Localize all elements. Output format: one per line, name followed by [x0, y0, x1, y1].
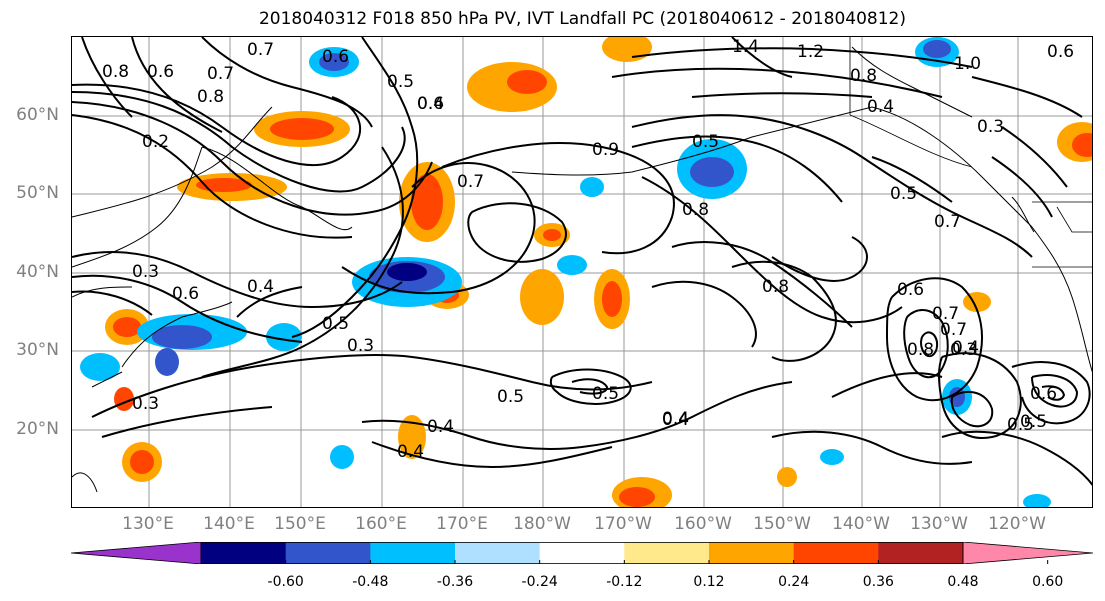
contour-label: 0.6 — [417, 94, 444, 114]
contour-label: 0.8 — [762, 277, 789, 297]
contour-label: 0.7 — [457, 172, 484, 192]
map-canvas: 0.7 0.6 0.8 0.5 0.6 0.7 0.2 0.8 0.4 1.4 … — [72, 37, 1092, 507]
contour-label: 0.5 — [890, 184, 917, 204]
contour-label: 0.4 — [247, 277, 274, 297]
contour-label: 0.3 — [347, 336, 374, 356]
lon-label-170w: 170°W — [594, 514, 652, 534]
contour-label: 0.3 — [950, 340, 977, 360]
contour-label: 0.3 — [132, 262, 159, 282]
contour-label: 0.3 — [132, 394, 159, 414]
colorbar-tick-label: -0.12 — [606, 574, 643, 590]
colorbar-tick-label: -0.48 — [352, 574, 389, 590]
contour-label: 1.0 — [954, 54, 981, 74]
map-panel: 0.7 0.6 0.8 0.5 0.6 0.7 0.2 0.8 0.4 1.4 … — [71, 36, 1093, 508]
contour-label: 0.6 — [1047, 42, 1074, 62]
lat-label-20n: 20°N — [16, 419, 59, 439]
colorbar-segment — [709, 542, 795, 564]
contour-label: 0.2 — [142, 132, 169, 152]
colorbar-tick-label: -0.36 — [436, 574, 474, 590]
lon-label-160w: 160°W — [674, 514, 732, 534]
contour-label: 0.7 — [932, 304, 959, 324]
lon-label-120w: 120°W — [988, 514, 1046, 534]
coastlines — [72, 46, 1092, 493]
contour-label: 0.4 — [397, 442, 424, 462]
contour-label: 0.8 — [102, 62, 129, 82]
contour-labels: 0.7 0.6 0.8 0.5 0.6 0.7 0.2 0.8 0.4 1.4 … — [102, 37, 1074, 462]
lat-label-50n: 50°N — [16, 183, 59, 203]
contour-label: 0.8 — [197, 87, 224, 107]
colorbar-tick-label: 0.60 — [1032, 574, 1064, 590]
lon-label-150e: 150°E — [274, 514, 326, 534]
contour-label: 0.5 — [592, 384, 619, 404]
lat-label-40n: 40°N — [16, 262, 59, 282]
colorbar-extend-low — [71, 542, 202, 564]
contour-label: 0.6 — [172, 284, 199, 304]
lon-label-170e: 170°E — [436, 514, 488, 534]
contour-label: 0.5 — [497, 387, 524, 407]
contour-label: 0.6 — [897, 280, 924, 300]
contour-label: 0.4 — [417, 94, 444, 114]
colorbar-tick-label: 0.24 — [778, 574, 810, 590]
contour-label: 0.6 — [1030, 384, 1057, 404]
contour-label: 0.4 — [952, 338, 979, 358]
colorbar-segment — [793, 542, 879, 564]
lon-label-160e: 160°E — [355, 514, 407, 534]
plot-title: 2018040312 F018 850 hPa PV, IVT Landfall… — [258, 9, 906, 29]
contour-label: 0.4 — [427, 417, 454, 437]
contour-label: 0.4 — [867, 97, 894, 117]
colorbar-tick-label: 0.48 — [947, 574, 979, 590]
colorbar-segment — [201, 542, 287, 564]
lon-label-180w: 180°W — [513, 514, 571, 534]
graticule — [72, 37, 1092, 507]
lon-label-130e: 130°E — [122, 514, 174, 534]
contour-label: 0.3 — [977, 117, 1004, 137]
contour-label: 0.4 — [662, 409, 689, 429]
colorbar-segment — [285, 542, 371, 564]
contour-label: 0.7 — [207, 64, 234, 84]
colorbar-tick-label: -0.60 — [267, 574, 304, 590]
lon-label-130w: 130°W — [910, 514, 968, 534]
contour-label: 0.7 — [247, 40, 274, 60]
contour-label: 0.5 — [387, 72, 414, 92]
contour-label: 0.8 — [907, 340, 934, 360]
colorbar-frame — [200, 542, 964, 564]
contour-label: 0.4 — [662, 410, 689, 430]
contour-label: 0.9 — [592, 140, 619, 160]
contour-label: 0.5 — [1020, 412, 1047, 432]
colorbar-segment — [624, 542, 710, 564]
contour-label: 0.8 — [682, 200, 709, 220]
lon-label-150w: 150°W — [753, 514, 811, 534]
lat-label-30n: 30°N — [16, 340, 59, 360]
lon-label-140w: 140°W — [832, 514, 890, 534]
colorbar-tick-label: -0.24 — [521, 574, 558, 590]
contour-label: 0.5 — [692, 132, 719, 152]
colorbar-tick-label: 0.12 — [693, 574, 725, 590]
contour-label: 0.7 — [934, 212, 961, 232]
lat-label-60n: 60°N — [16, 105, 59, 125]
colorbar-segment — [455, 542, 541, 564]
contour-label: 1.2 — [797, 42, 824, 62]
colorbar-extend-high — [962, 542, 1093, 564]
contour-label: 0.7 — [940, 320, 967, 340]
contour-label: 0.6 — [147, 62, 174, 82]
lon-label-140e: 140°E — [203, 514, 255, 534]
colorbar-tick-label: 0.36 — [862, 574, 894, 590]
contour-label: 0.5 — [322, 314, 349, 334]
ivt-contours — [72, 37, 1092, 487]
colorbar — [71, 542, 1093, 564]
colorbar-segment — [878, 542, 964, 564]
colorbar-segment — [539, 542, 625, 564]
colorbar-segment — [370, 542, 456, 564]
contour-label: 0.5 — [1007, 415, 1034, 435]
contour-label: 0.6 — [322, 47, 349, 67]
contour-label: 0.8 — [850, 66, 877, 86]
contour-label: 1.4 — [732, 37, 759, 57]
